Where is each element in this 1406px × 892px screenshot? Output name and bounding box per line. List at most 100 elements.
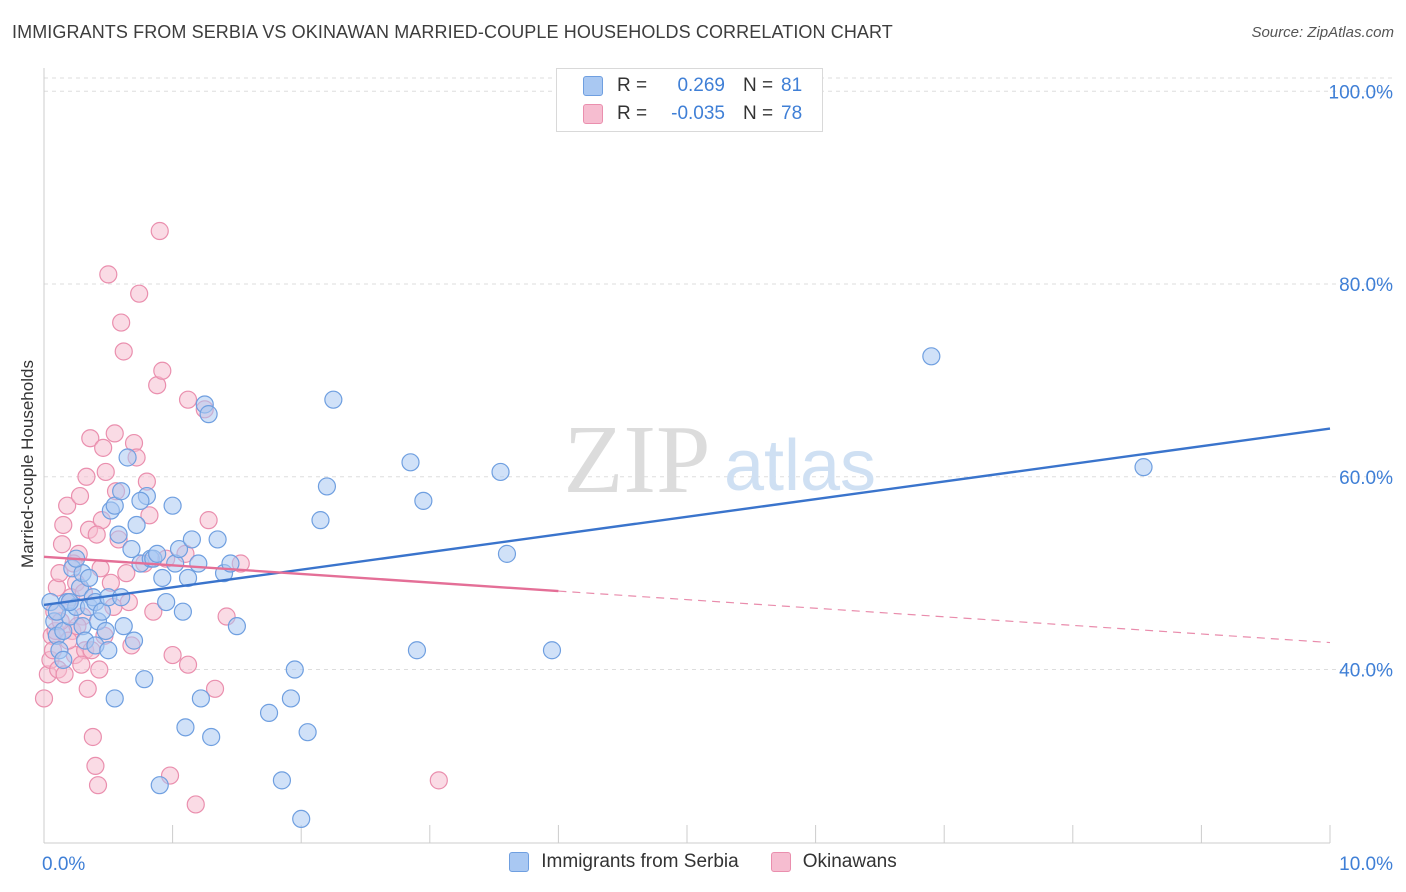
okinawans-trend-extension bbox=[558, 590, 1331, 644]
serbia-point bbox=[173, 602, 192, 621]
okinawans-point bbox=[94, 438, 113, 457]
n-label: N = bbox=[743, 75, 774, 96]
serbia-point bbox=[1134, 458, 1153, 477]
okinawans-point bbox=[87, 525, 106, 544]
okinawans-point bbox=[81, 429, 100, 448]
grid-layer bbox=[44, 77, 1395, 671]
x-tick-label: 0.0% bbox=[42, 854, 85, 875]
serbia-point bbox=[79, 568, 99, 588]
okinawans-point bbox=[140, 506, 159, 525]
okinawans-point bbox=[34, 689, 54, 708]
serbia-point bbox=[118, 448, 137, 467]
legend-row-okinawans: R = -0.035 N = 78 bbox=[557, 100, 802, 128]
serbia-point bbox=[281, 689, 301, 708]
y-tick-label: 80.0% bbox=[1339, 275, 1393, 296]
serbia-point bbox=[54, 650, 73, 669]
y-axis-label: Married-couple Households bbox=[18, 360, 37, 568]
okinawans-legend-swatch bbox=[770, 852, 791, 872]
okinawans-point bbox=[178, 390, 198, 409]
serbia-point bbox=[150, 776, 169, 795]
serbia-point bbox=[182, 530, 201, 549]
serbia-point bbox=[127, 515, 146, 535]
serbia-legend-swatch bbox=[509, 852, 530, 872]
n-value: 78 bbox=[781, 103, 803, 124]
okinawans-point bbox=[77, 467, 96, 486]
x-tick-label: 10.0% bbox=[1339, 854, 1393, 875]
y-tick-label: 40.0% bbox=[1339, 661, 1393, 682]
serbia-point bbox=[169, 539, 189, 559]
watermark-zip: ZIP bbox=[564, 406, 711, 514]
correlation-legend: R = 0.269 N = 81 R = -0.035 N = 78 bbox=[556, 68, 823, 132]
okinawans-point bbox=[117, 564, 136, 583]
serbia-point bbox=[922, 347, 941, 366]
serbia-point bbox=[47, 602, 66, 621]
okinawans-point bbox=[130, 284, 149, 303]
r-label: R = bbox=[617, 103, 648, 124]
watermark: ZIP atlas bbox=[564, 406, 877, 514]
legend-label: Immigrants from Serbia bbox=[541, 851, 739, 872]
serbia-point bbox=[114, 617, 133, 636]
n-value: 81 bbox=[781, 75, 803, 96]
r-value: 0.269 bbox=[677, 75, 725, 96]
okinawans-point bbox=[429, 771, 448, 790]
serbia-point bbox=[153, 568, 172, 588]
serbia-point bbox=[109, 525, 128, 544]
serbia-point bbox=[124, 631, 144, 650]
serbia-point bbox=[298, 723, 317, 742]
serbia-point bbox=[285, 660, 304, 679]
serbia-point bbox=[491, 462, 510, 482]
serbia-point bbox=[163, 496, 182, 515]
serbia-point bbox=[227, 617, 246, 636]
serbia-point bbox=[208, 530, 227, 549]
y-tick-label: 60.0% bbox=[1339, 468, 1393, 489]
okinawans-point bbox=[52, 535, 72, 554]
okinawans-point bbox=[78, 679, 97, 698]
serbia-point bbox=[259, 703, 279, 722]
okinawans-point bbox=[163, 645, 182, 665]
serbia-point bbox=[292, 809, 311, 829]
legend-label: Okinawans bbox=[802, 851, 897, 872]
legend-row-serbia: R = 0.269 N = 81 bbox=[557, 72, 802, 100]
okinawans-point bbox=[99, 265, 118, 284]
trend-lines bbox=[43, 427, 1331, 644]
serbia-point bbox=[191, 689, 210, 708]
okinawans-point bbox=[153, 361, 172, 380]
okinawans-point bbox=[205, 679, 225, 698]
okinawans-swatch bbox=[583, 104, 603, 124]
legend-item-serbia[interactable]: Immigrants from Serbia bbox=[509, 851, 739, 873]
okinawans-trend-line bbox=[43, 555, 559, 593]
okinawans-point bbox=[112, 313, 131, 332]
serbia-point bbox=[311, 511, 330, 530]
serbia-point bbox=[414, 491, 433, 510]
okinawans-point bbox=[70, 486, 90, 506]
okinawans-point bbox=[54, 515, 73, 535]
okinawans-point bbox=[105, 424, 124, 443]
okinawans-point bbox=[90, 660, 109, 679]
serbia-point bbox=[112, 482, 131, 501]
okinawans-point bbox=[72, 655, 91, 674]
serbia-point bbox=[202, 727, 221, 747]
legend-item-okinawans[interactable]: Okinawans bbox=[770, 851, 897, 873]
serbia-point bbox=[497, 544, 517, 563]
n-label: N = bbox=[743, 103, 774, 124]
serbia-point bbox=[178, 568, 198, 588]
serbia-point bbox=[176, 718, 195, 737]
watermark-atlas: atlas bbox=[724, 426, 876, 506]
serbia-points bbox=[41, 347, 1153, 829]
serbia-point bbox=[135, 670, 154, 689]
okinawans-points bbox=[34, 221, 448, 814]
y-tick-label: 100.0% bbox=[1329, 82, 1394, 103]
okinawans-point bbox=[114, 342, 133, 361]
axes-layer bbox=[43, 68, 1331, 844]
serbia-point bbox=[157, 592, 176, 612]
okinawans-point bbox=[144, 602, 163, 621]
okinawans-point bbox=[199, 511, 218, 530]
okinawans-point bbox=[150, 221, 169, 241]
serbia-point bbox=[96, 621, 115, 641]
r-value: -0.035 bbox=[671, 103, 725, 124]
serbia-point bbox=[407, 641, 427, 660]
okinawans-point bbox=[88, 776, 108, 795]
okinawans-point bbox=[58, 496, 77, 515]
serbia-point bbox=[112, 588, 131, 607]
chart-title: IMMIGRANTS FROM SERBIA VS OKINAWAN MARRI… bbox=[12, 22, 893, 42]
